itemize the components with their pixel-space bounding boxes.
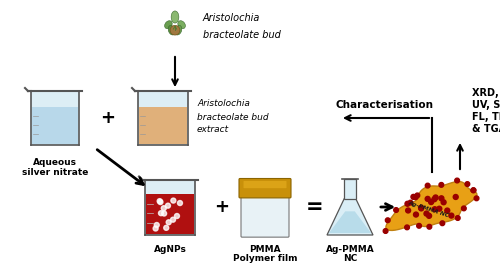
Text: Aristolochia: Aristolochia [203, 13, 260, 23]
Circle shape [455, 178, 460, 183]
Circle shape [174, 214, 180, 219]
Circle shape [411, 194, 416, 199]
Text: Ag-PMMA NC: Ag-PMMA NC [407, 200, 450, 218]
Ellipse shape [168, 25, 175, 35]
Circle shape [416, 224, 422, 228]
Circle shape [158, 199, 163, 204]
Circle shape [383, 229, 388, 233]
Text: bracteolate bud: bracteolate bud [203, 30, 281, 40]
FancyBboxPatch shape [32, 107, 78, 144]
Text: silver nitrate: silver nitrate [22, 168, 88, 177]
Circle shape [440, 221, 444, 225]
FancyBboxPatch shape [139, 107, 187, 144]
Polygon shape [329, 211, 371, 233]
Circle shape [178, 201, 182, 206]
Circle shape [471, 188, 476, 193]
Circle shape [471, 188, 476, 193]
Text: =: = [306, 197, 324, 217]
Circle shape [158, 211, 164, 216]
Ellipse shape [178, 21, 186, 29]
Circle shape [426, 183, 430, 188]
Circle shape [424, 211, 429, 216]
Circle shape [445, 208, 450, 213]
FancyBboxPatch shape [239, 178, 291, 198]
Circle shape [419, 206, 424, 211]
Circle shape [465, 182, 469, 186]
Ellipse shape [175, 25, 182, 35]
Circle shape [404, 225, 409, 230]
Circle shape [439, 196, 444, 201]
Circle shape [166, 203, 170, 208]
Text: Characterisation: Characterisation [336, 100, 434, 110]
Circle shape [474, 196, 479, 201]
Text: Aqueous: Aqueous [33, 158, 77, 167]
Circle shape [462, 206, 466, 211]
Circle shape [164, 225, 168, 230]
Circle shape [162, 211, 166, 216]
Circle shape [406, 208, 410, 213]
FancyBboxPatch shape [244, 181, 286, 188]
Circle shape [171, 198, 176, 203]
Circle shape [427, 224, 432, 229]
Text: PMMA: PMMA [249, 245, 281, 254]
Circle shape [394, 208, 398, 212]
Circle shape [414, 212, 418, 217]
Text: +: + [100, 109, 116, 127]
Text: Polymer film: Polymer film [233, 254, 297, 263]
Circle shape [415, 193, 420, 198]
Text: & TGA: & TGA [472, 124, 500, 134]
Text: XRD, FTIR,: XRD, FTIR, [472, 88, 500, 98]
Circle shape [437, 206, 442, 211]
Circle shape [154, 222, 159, 227]
Text: +: + [214, 198, 230, 216]
Text: AgNPs: AgNPs [154, 245, 186, 254]
Circle shape [413, 195, 418, 200]
Circle shape [157, 199, 162, 204]
FancyBboxPatch shape [344, 179, 356, 199]
Circle shape [418, 205, 424, 210]
Circle shape [153, 226, 158, 231]
Circle shape [426, 213, 432, 218]
Circle shape [166, 220, 171, 225]
FancyBboxPatch shape [241, 194, 289, 237]
FancyBboxPatch shape [146, 194, 194, 234]
FancyBboxPatch shape [31, 91, 79, 145]
Circle shape [408, 200, 413, 205]
Circle shape [170, 217, 175, 222]
Circle shape [162, 206, 166, 211]
Polygon shape [386, 181, 477, 230]
Circle shape [432, 197, 437, 202]
Text: NC: NC [343, 254, 357, 263]
Circle shape [432, 207, 437, 212]
Circle shape [428, 200, 434, 204]
Polygon shape [327, 199, 373, 235]
Circle shape [453, 194, 458, 199]
Text: bracteolate bud: bracteolate bud [197, 112, 268, 122]
Circle shape [439, 183, 444, 187]
Ellipse shape [171, 11, 179, 23]
Text: Aristolochia: Aristolochia [197, 99, 250, 109]
FancyBboxPatch shape [145, 179, 195, 235]
Circle shape [456, 216, 460, 220]
Text: extract: extract [197, 125, 229, 135]
Circle shape [449, 213, 454, 218]
Text: UV, SEM-EDX,: UV, SEM-EDX, [472, 100, 500, 110]
Circle shape [170, 25, 180, 35]
Text: FL, TEM, DLS: FL, TEM, DLS [472, 112, 500, 122]
Circle shape [386, 218, 390, 223]
Circle shape [433, 195, 438, 200]
Circle shape [425, 196, 430, 201]
Text: Ag-PMMA: Ag-PMMA [326, 245, 374, 254]
Ellipse shape [164, 21, 172, 29]
Circle shape [441, 200, 446, 205]
FancyBboxPatch shape [138, 91, 188, 145]
Circle shape [405, 201, 410, 206]
